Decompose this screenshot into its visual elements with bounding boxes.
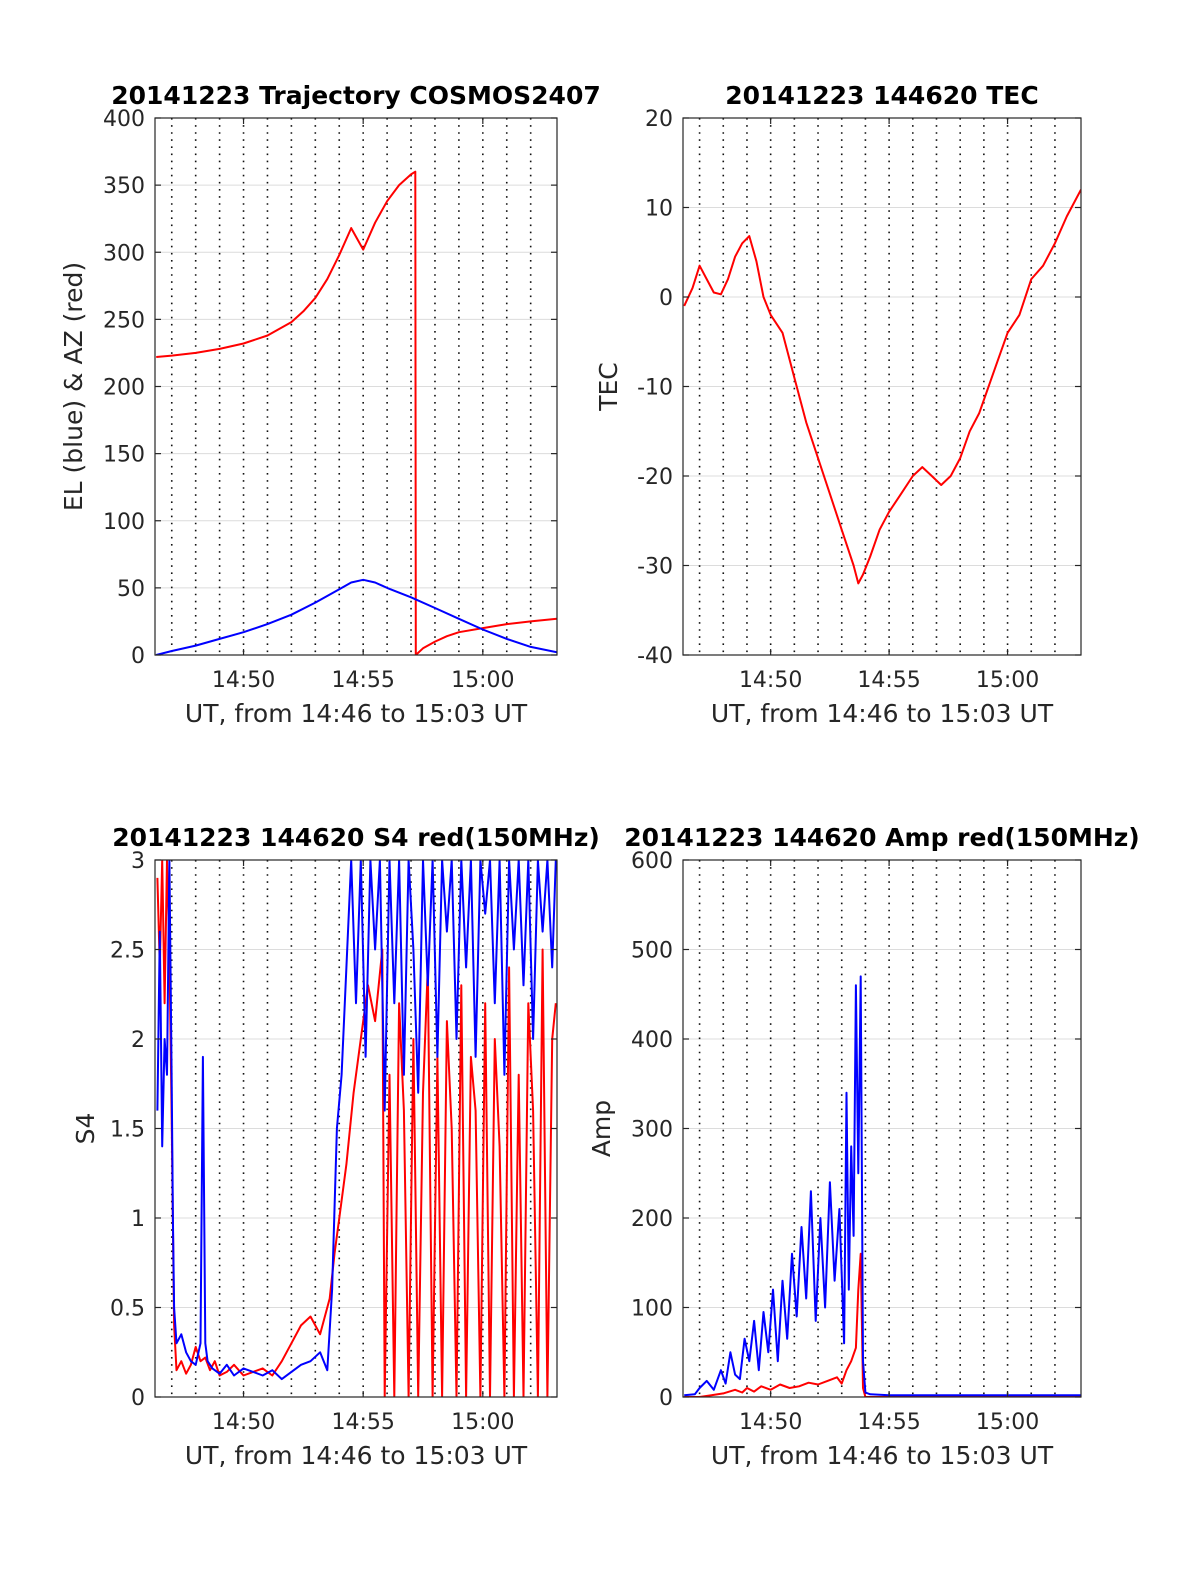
x-axis-label: UT, from 14:46 to 15:03 UT [185, 699, 528, 728]
y-axis-label: Amp [587, 1100, 616, 1157]
y-tick-label: 400 [103, 107, 145, 132]
y-tick-label: 200 [631, 1207, 673, 1232]
y-tick-label: -30 [637, 555, 673, 580]
series-group [155, 170, 557, 655]
x-axis-label: UT, from 14:46 to 15:03 UT [711, 1441, 1054, 1470]
y-axis-label: EL (blue) & AZ (red) [59, 262, 88, 511]
y-tick-label: 1 [131, 1207, 145, 1232]
y-tick-label: 20 [645, 107, 673, 132]
x-axis-label: UT, from 14:46 to 15:03 UT [711, 699, 1054, 728]
series-group [683, 189, 1081, 585]
y-tick-label: 3 [131, 849, 145, 874]
x-axis-label: UT, from 14:46 to 15:03 UT [185, 1441, 528, 1470]
chart-title: 20141223 144620 S4 red(150MHz) [112, 823, 600, 852]
y-tick-label: 250 [103, 308, 145, 333]
x-tick-label: 14:55 [331, 668, 394, 693]
y-tick-label: 500 [631, 939, 673, 964]
y-tick-label: 300 [103, 241, 145, 266]
y-tick-label: 600 [631, 849, 673, 874]
y-tick-label: 1.5 [110, 1118, 145, 1143]
x-tick-label: 14:50 [739, 668, 802, 693]
y-axis-label: S4 [71, 1113, 100, 1145]
series-line-2 [156, 860, 557, 1381]
y-tick-label: 350 [103, 174, 145, 199]
chart-panel-3: 0 0.5 1 1.5 2 2.5 3 14:50 14:55 15:00 20141223 144… [71, 823, 600, 1470]
x-tick-label: 14:50 [212, 668, 275, 693]
y-tick-label: -40 [637, 644, 673, 669]
series-line-2 [684, 975, 1081, 1397]
y-tick-label: 0 [131, 644, 145, 669]
chart-title: 20141223 144620 Amp red(150MHz) [624, 823, 1140, 852]
x-tick-label: 14:50 [212, 1410, 275, 1435]
x-tick-label: 15:00 [451, 668, 514, 693]
y-tick-label: 400 [631, 1028, 673, 1053]
y-tick-label: 2.5 [110, 939, 145, 964]
y-tick-label: 0 [659, 1386, 673, 1411]
y-tick-label: 0 [659, 286, 673, 311]
series-line-1 [156, 170, 557, 655]
y-axis-label: TEC [594, 362, 623, 412]
y-tick-label: 100 [103, 510, 145, 535]
series-group [156, 860, 557, 1397]
y-tick-label: 2 [131, 1028, 145, 1053]
series-line-1 [683, 189, 1081, 585]
series-line-1 [684, 1252, 1081, 1397]
chart-panel-1: 0 50 100 150 200 250 300 350 400 14:50 14:55 15:00 2… [59, 81, 601, 728]
y-tick-label: 10 [645, 197, 673, 222]
x-tick-label: 14:55 [331, 1410, 394, 1435]
series-line-2 [155, 578, 557, 655]
x-tick-label: 14:50 [739, 1410, 802, 1435]
x-tick-label: 14:55 [857, 1410, 920, 1435]
y-tick-label: -20 [637, 465, 673, 490]
y-tick-label: 200 [103, 376, 145, 401]
y-tick-label: 150 [103, 443, 145, 468]
x-tick-label: 15:00 [451, 1410, 514, 1435]
series-group [684, 975, 1081, 1397]
chart-title: 20141223 144620 TEC [725, 81, 1038, 110]
chart-panel-4: 0 100 200 300 400 500 600 14:50 14:55 15:00 201412… [587, 823, 1140, 1470]
chart-panel-2: -40 -30 -20 -10 0 10 20 14:50 14:55 15:00 20141223… [594, 81, 1082, 728]
y-tick-label: -10 [637, 376, 673, 401]
chart-title: 20141223 Trajectory COSMOS2407 [111, 81, 601, 110]
x-tick-label: 15:00 [976, 1410, 1039, 1435]
y-tick-label: 0 [131, 1386, 145, 1411]
y-tick-label: 100 [631, 1297, 673, 1322]
y-tick-label: 300 [631, 1118, 673, 1143]
y-tick-label: 50 [117, 577, 145, 602]
x-tick-label: 15:00 [976, 668, 1039, 693]
y-tick-label: 0.5 [110, 1297, 145, 1322]
x-tick-label: 14:55 [857, 668, 920, 693]
